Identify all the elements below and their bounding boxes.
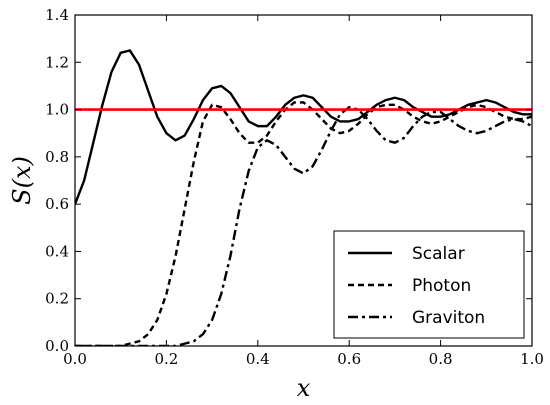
y-tick-label: 0.2 (45, 290, 69, 308)
y-tick-label: 0.4 (45, 242, 69, 260)
series-line-photon (75, 101, 532, 346)
x-tick-label: 0.0 (63, 350, 87, 368)
y-tick-label: 0.8 (45, 148, 69, 166)
y-axis-label: S(x) (8, 156, 36, 205)
y-tick-label: 1.2 (45, 53, 69, 71)
y-tick-label: 0.0 (45, 337, 69, 355)
y-tick-label: 0.6 (45, 195, 69, 213)
x-tick-label: 0.2 (154, 350, 178, 368)
legend: Scalar Photon Graviton (333, 230, 525, 339)
series-line-scalar (75, 49, 532, 205)
ticks-layer: 0.0 0.2 0.4 0.6 0.8 1.0 0.0 0.2 0.4 0.6 0.8 1.0 1.2 1… (45, 6, 544, 368)
y-tick-label: 1.4 (45, 6, 69, 24)
x-tick-label: 0.4 (246, 350, 270, 368)
x-tick-label: 1.0 (520, 350, 544, 368)
plot-frame (74, 14, 533, 347)
legend-label-graviton: Graviton (412, 308, 485, 328)
legend-label-photon: Photon (412, 276, 471, 296)
series-layer (75, 49, 532, 346)
legend-label-scalar: Scalar (412, 244, 465, 264)
legend-box (333, 230, 525, 339)
x-tick-label: 0.6 (337, 350, 361, 368)
x-axis-label: x (297, 374, 311, 402)
y-tick-label: 1.0 (45, 101, 69, 119)
x-tick-label: 0.8 (429, 350, 453, 368)
